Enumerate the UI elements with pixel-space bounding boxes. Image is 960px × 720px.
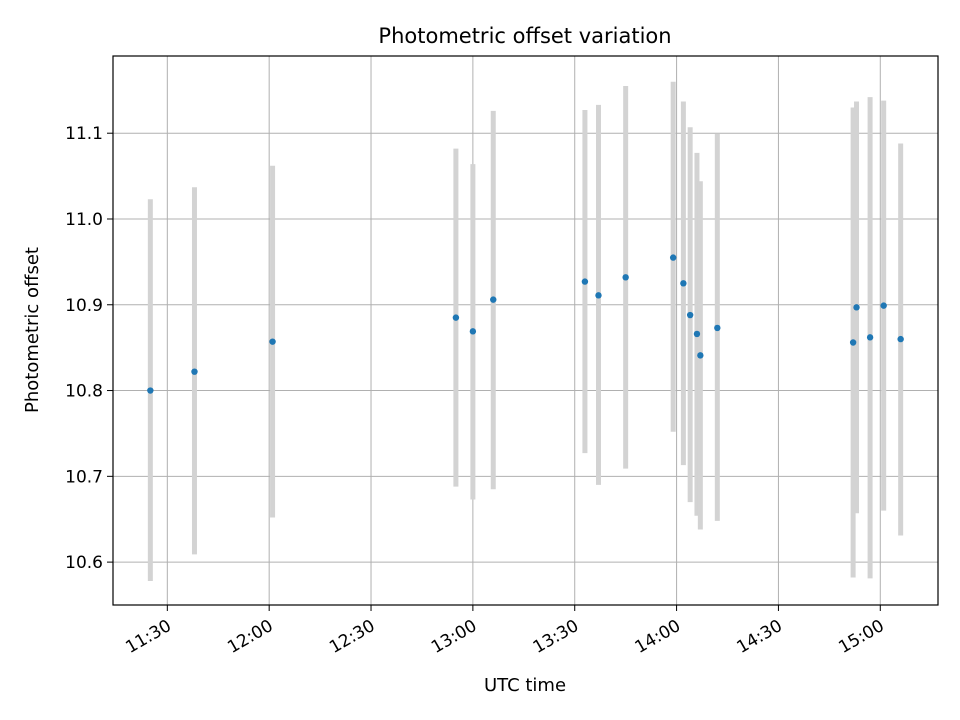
x-tick-label: 15:00 <box>835 616 887 658</box>
data-points <box>147 254 904 394</box>
data-point <box>849 339 857 346</box>
x-tick-label: 13:00 <box>428 616 480 658</box>
data-point <box>680 280 687 287</box>
data-point <box>697 352 704 359</box>
data-point <box>880 302 887 309</box>
x-tick-label: 14:30 <box>733 616 785 658</box>
x-tick-label: 14:00 <box>632 616 684 658</box>
error-bars <box>147 81 904 581</box>
y-tick-label: 10.8 <box>65 382 103 402</box>
y-tick-label: 11.0 <box>65 210 103 230</box>
chart-title: Photometric offset variation <box>378 24 671 48</box>
plot-area-frame <box>112 55 939 606</box>
data-point <box>595 292 602 299</box>
grid-lines <box>113 56 938 605</box>
data-point <box>269 338 276 345</box>
y-axis-title: Photometric offset <box>22 247 43 413</box>
x-tick-label: 12:00 <box>224 616 276 658</box>
x-tick-label: 12:30 <box>326 616 378 658</box>
data-point <box>669 254 677 261</box>
x-tick-label: 11:30 <box>122 616 174 658</box>
x-tick-label: 13:30 <box>530 616 582 658</box>
data-point <box>191 368 198 375</box>
y-tick-label: 11.1 <box>65 124 103 144</box>
data-point <box>897 335 904 343</box>
y-tick-label: 10.6 <box>65 553 103 573</box>
data-point <box>866 334 874 341</box>
data-point <box>686 311 694 319</box>
data-point <box>469 328 477 335</box>
data-point <box>693 330 701 338</box>
y-tick-label: 10.9 <box>65 296 103 316</box>
data-point <box>581 278 589 285</box>
data-point <box>147 387 154 394</box>
data-point <box>853 304 860 311</box>
data-point <box>622 274 629 281</box>
y-tick-label: 10.7 <box>65 467 103 487</box>
data-point <box>490 296 497 303</box>
data-point <box>452 314 460 321</box>
x-axis-title: UTC time <box>484 675 566 696</box>
data-point <box>714 324 721 332</box>
